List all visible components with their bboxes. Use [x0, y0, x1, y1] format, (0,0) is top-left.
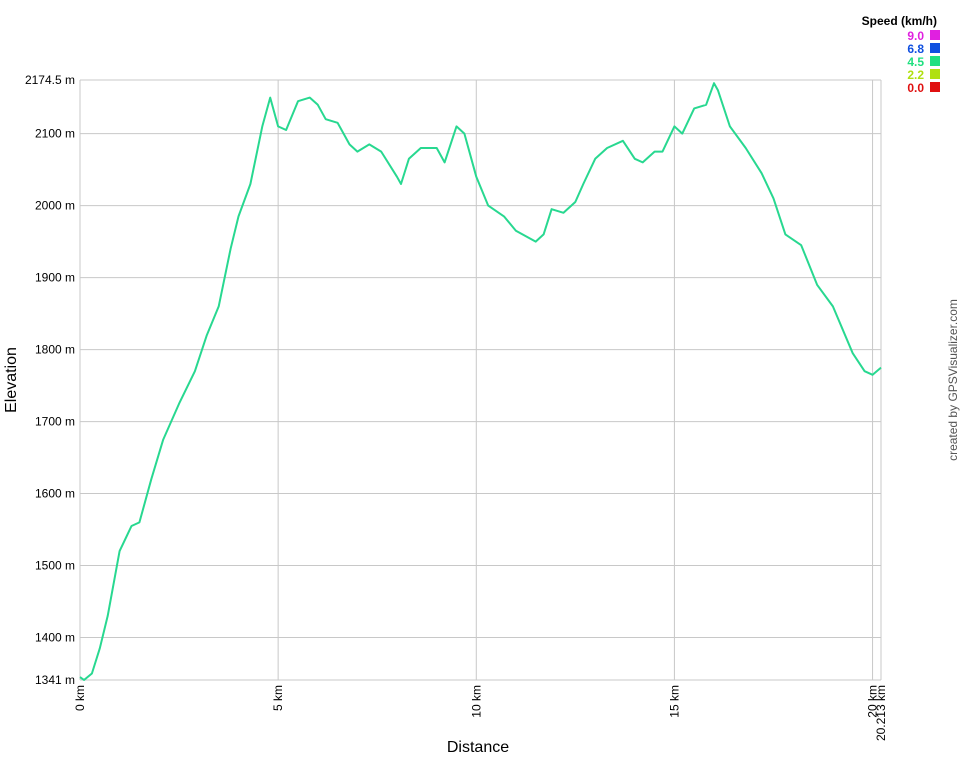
y-tick-label: 1500 m [35, 559, 75, 573]
x-axis-label: Distance [447, 739, 509, 756]
legend-swatch [930, 56, 940, 66]
y-tick-label: 1341 m [35, 673, 75, 687]
x-tick-label: 10 km [469, 685, 483, 718]
legend-label: 0.0 [907, 81, 924, 95]
legend-swatch [930, 30, 940, 40]
credit: created by GPSVisualizer.com [946, 299, 960, 461]
y-tick-label: 2000 m [35, 199, 75, 213]
x-tick-label: 5 km [271, 685, 285, 711]
legend-label: 4.5 [907, 55, 924, 69]
y-tick-label: 1800 m [35, 343, 75, 357]
y-tick-label: 2100 m [35, 127, 75, 141]
legend-label: 2.2 [907, 68, 924, 82]
x-tick-label: 15 km [667, 685, 681, 718]
y-tick-label: 1700 m [35, 415, 75, 429]
legend-swatch [930, 69, 940, 79]
y-tick-label: 2174.5 m [25, 73, 75, 87]
y-tick-label: 1400 m [35, 631, 75, 645]
y-tick-label: 1900 m [35, 271, 75, 285]
legend-swatch [930, 43, 940, 53]
x-tick-label: 20.213 km [874, 685, 888, 741]
x-tick-label: 20 km [866, 685, 880, 718]
legend-label: 6.8 [907, 42, 924, 56]
x-tick-label: 0 km [73, 685, 87, 711]
y-tick-label: 1600 m [35, 487, 75, 501]
legend-title: Speed (km/h) [862, 14, 937, 28]
elevation-line [79, 82, 882, 681]
y-axis-label: Elevation [3, 347, 20, 413]
legend-swatch [930, 82, 940, 92]
legend-label: 9.0 [907, 29, 924, 43]
